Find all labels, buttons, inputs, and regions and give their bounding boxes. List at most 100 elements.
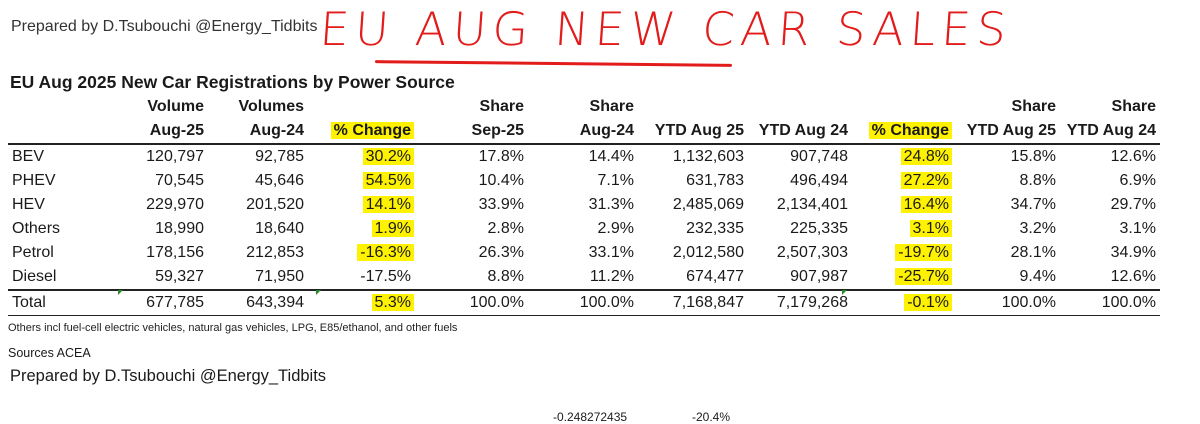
header-cell: Share — [1111, 98, 1156, 115]
header-cell: Aug-24 — [208, 119, 308, 145]
highlighted-value: 30.2% — [362, 148, 414, 165]
header-cell-highlight: % Change — [868, 122, 952, 139]
table-cell: 1,132,603 — [672, 148, 744, 165]
table-cell: 18,640 — [255, 220, 304, 237]
table-cell: 33.9% — [478, 196, 524, 213]
header-cell: % Change — [852, 119, 956, 145]
table-row: Diesel 59,327 71,950 -17.5% 8.8% 11.2% 674,477… — [8, 265, 1160, 290]
highlighted-value: -25.7% — [895, 268, 952, 285]
table-cell: -16.3% — [308, 241, 418, 265]
header-cell — [748, 95, 852, 119]
header-cell — [8, 119, 108, 145]
handwritten-underline — [374, 60, 733, 67]
header-cell-highlight: % Change — [330, 122, 414, 139]
row-label: Others — [12, 220, 61, 237]
table-cell: 34.9% — [1110, 244, 1156, 261]
table-cell: 9.4% — [1019, 268, 1056, 285]
table-cell: 201,520 — [246, 196, 304, 213]
table-cell: 59,327 — [155, 268, 204, 285]
table-cell: 14.1% — [308, 193, 418, 217]
table-cell: 5.3% — [308, 289, 418, 316]
cell-error-marker — [842, 290, 847, 295]
header-cell — [852, 95, 956, 119]
table-cell: 677,785 — [108, 289, 208, 316]
table-cell: 2,507,303 — [776, 244, 848, 261]
highlighted-value: 1.9% — [371, 220, 414, 237]
row-label: Total — [8, 289, 108, 316]
header-cell — [308, 95, 418, 119]
table-cell: 674,477 — [686, 268, 744, 285]
table-cell: -17.5% — [308, 265, 418, 290]
table-cell: 100.0% — [956, 289, 1060, 316]
header-cell: Aug-24 — [528, 119, 638, 145]
table-title: EU Aug 2025 New Car Registrations by Pow… — [10, 72, 455, 92]
row-label: HEV — [12, 196, 45, 213]
table-row: HEV 229,970 201,520 14.1% 33.9% 31.3% 2,485,06… — [8, 193, 1160, 217]
total-row: Total 677,785 643,394 5.3% 100.0% 100.0% 7,168… — [8, 289, 1160, 316]
table-row: PHEV 70,545 45,646 54.5% 10.4% 7.1% 631,783 496… — [8, 169, 1160, 193]
table-cell: 7.1% — [597, 172, 634, 189]
table-cell: 30.2% — [308, 144, 418, 169]
table-cell: 15.8% — [1010, 148, 1056, 165]
top-prepared-by: Prepared by D.Tsubouchi @Energy_Tidbits — [11, 18, 318, 35]
table-cell: 3.1% — [852, 217, 956, 241]
table-cell: 100.0% — [1060, 289, 1160, 316]
header-cell: YTD Aug 25 — [956, 119, 1060, 145]
cell-error-marker — [316, 290, 321, 295]
cell-error-marker — [118, 290, 123, 295]
highlighted-value: 16.4% — [900, 196, 952, 213]
table-cell: 100.0% — [418, 289, 528, 316]
table-row: Petrol 178,156 212,853 -16.3% 26.3% 33.1% 2,01… — [8, 241, 1160, 265]
table-cell: 907,987 — [790, 268, 848, 285]
table-cell: 33.1% — [588, 244, 634, 261]
header-cell: Volume — [147, 98, 204, 115]
table-cell: -0.1% — [852, 289, 956, 316]
table-cell: -25.7% — [852, 265, 956, 290]
table-cell: 70,545 — [155, 172, 204, 189]
table-cell: 7,168,847 — [638, 289, 748, 316]
table-cell: 225,335 — [790, 220, 848, 237]
table-cell: 212,853 — [246, 244, 304, 261]
header-cell — [8, 95, 108, 119]
stray-value: -0.248272435 — [553, 410, 628, 424]
table-cell: 34.7% — [1010, 196, 1056, 213]
table-cell: 12.6% — [1110, 268, 1156, 285]
table-cell: 54.5% — [308, 169, 418, 193]
table-cell: 496,494 — [790, 172, 848, 189]
header-cell: YTD Aug 24 — [748, 119, 852, 145]
table-cell: 31.3% — [588, 196, 634, 213]
table-cell: 92,785 — [255, 148, 304, 165]
highlighted-value: 14.1% — [362, 196, 414, 213]
table-cell: 71,950 — [255, 268, 304, 285]
row-label: BEV — [12, 148, 45, 165]
header-cell: Volumes — [238, 98, 305, 115]
table-cell: 631,783 — [686, 172, 744, 189]
highlighted-value: 3.1% — [909, 220, 952, 237]
registrations-table: Volume Volumes Share Share Share Share A… — [8, 95, 1160, 316]
highlighted-value: -16.3% — [357, 244, 414, 261]
table-cell: 11.2% — [589, 268, 634, 285]
sources-line: Sources ACEA — [8, 346, 91, 360]
table-cell: 26.3% — [478, 244, 524, 261]
table-cell: 12.6% — [1110, 148, 1156, 165]
table-row: BEV 120,797 92,785 30.2% 17.8% 14.4% 1,132,603… — [8, 144, 1160, 169]
table-cell: 120,797 — [146, 148, 204, 165]
table-cell: 907,748 — [790, 148, 848, 165]
table-cell: 643,394 — [208, 289, 308, 316]
table-cell: 8.8% — [1019, 172, 1056, 189]
table-cell: 28.1% — [1010, 244, 1056, 261]
header-cell: Share — [589, 98, 634, 115]
handwritten-title: EU AUG NEW CAR SALES — [318, 2, 1014, 48]
table-cell: 7,179,268 — [748, 289, 852, 316]
table-cell: 2,012,580 — [672, 244, 744, 261]
table-cell: 18,990 — [155, 220, 204, 237]
header-cell: Sep-25 — [418, 119, 528, 145]
table-cell: 232,335 — [686, 220, 744, 237]
table-cell: 10.4% — [478, 172, 524, 189]
table-cell: 2,485,069 — [672, 196, 744, 213]
table-cell: 16.4% — [852, 193, 956, 217]
header-cell: YTD Aug 25 — [638, 119, 748, 145]
table-cell: 24.8% — [852, 144, 956, 169]
table-cell: 45,646 — [255, 172, 304, 189]
table-cell: 6.9% — [1119, 172, 1156, 189]
